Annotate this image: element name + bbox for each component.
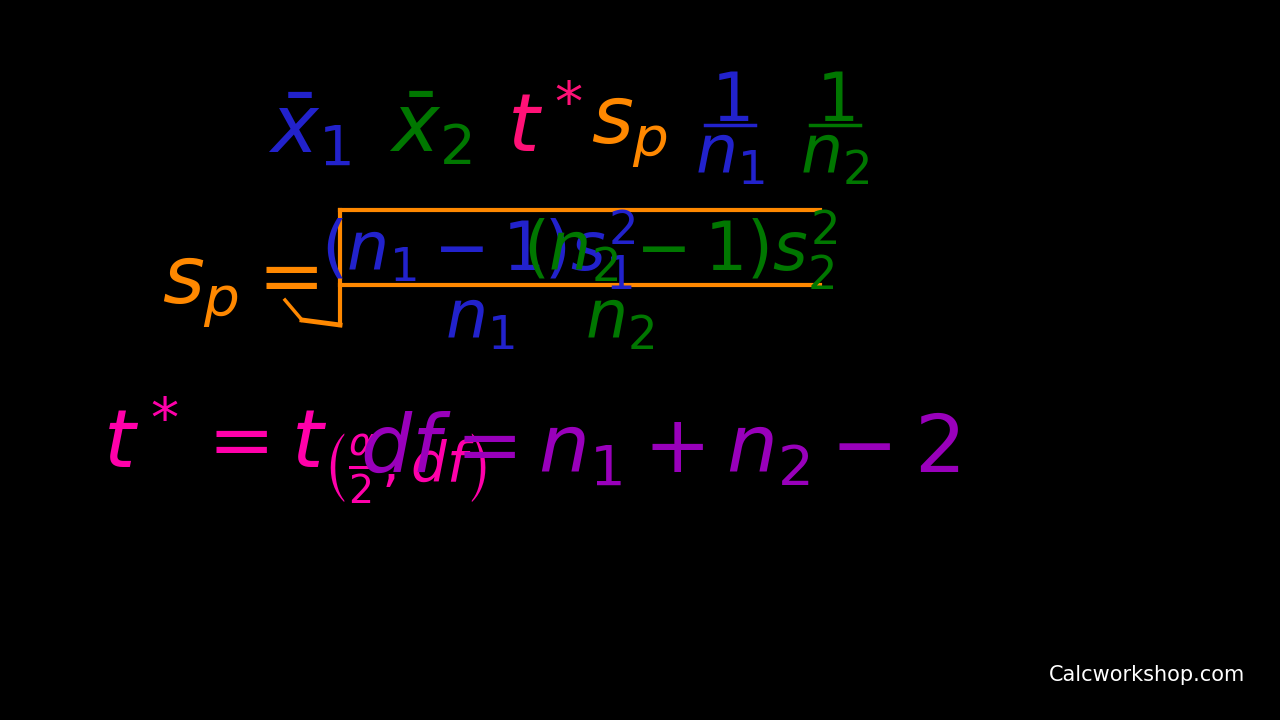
- Text: $n_1$: $n_1$: [445, 287, 515, 353]
- Text: $n_2$: $n_2$: [800, 122, 869, 188]
- Text: $1$: $1$: [815, 69, 854, 135]
- Text: $t^*$: $t^*$: [507, 91, 584, 168]
- Text: $(n_1-1)s_1^2$: $(n_1-1)s_1^2$: [320, 208, 635, 292]
- Text: $n_2$: $n_2$: [585, 287, 654, 353]
- Text: $1$: $1$: [710, 69, 749, 135]
- Text: $s_p =$: $s_p =$: [161, 251, 319, 329]
- Text: $df = n_1 + n_2 - 2$: $df = n_1 + n_2 - 2$: [361, 410, 960, 490]
- Text: $(n_2-1)s_2^2$: $(n_2-1)s_2^2$: [522, 208, 837, 292]
- Text: $\bar{x}_2$: $\bar{x}_2$: [389, 91, 471, 168]
- Text: $\bar{x}_1$: $\bar{x}_1$: [269, 91, 352, 169]
- Text: Calcworkshop.com: Calcworkshop.com: [1048, 665, 1245, 685]
- Text: $t^* = t_{\left(\frac{\alpha}{2},df\right)}$: $t^* = t_{\left(\frac{\alpha}{2},df\righ…: [104, 394, 486, 506]
- Text: $s_p$: $s_p$: [591, 91, 668, 168]
- Text: $n_1$: $n_1$: [695, 122, 765, 188]
